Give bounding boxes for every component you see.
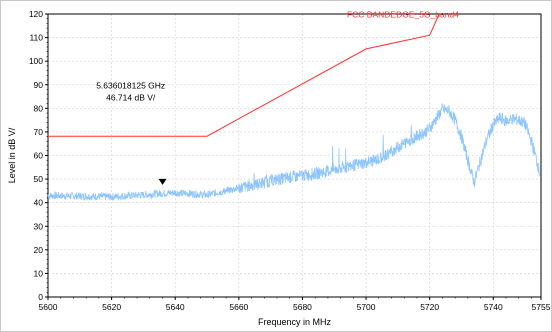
marker-triangle-icon[interactable] — [158, 178, 167, 185]
y-tick-label: 40 — [34, 198, 44, 208]
y-tick-label: 0 — [38, 292, 43, 302]
y-tick-label: 10 — [34, 268, 44, 278]
x-tick-label: 5680 — [293, 302, 312, 312]
measured-trace-line — [47, 102, 541, 202]
limit-layer — [48, 13, 440, 137]
x-tick-label: 5660 — [229, 302, 248, 312]
y-tick-label: 70 — [34, 127, 44, 137]
series-layer — [47, 102, 541, 202]
y-tick-label: 50 — [34, 174, 44, 184]
axis-ticks: 0 10 20 30 40 50 60 70 80 90 100 110 120 5600 5620 5640… — [29, 9, 551, 312]
y-tick-label: 90 — [34, 80, 44, 90]
y-axis-label: Level in dB V/ — [7, 127, 17, 183]
x-axis-label: Frequency in MHz — [258, 317, 332, 327]
y-tick-label: 80 — [34, 103, 44, 113]
limit-line — [48, 13, 440, 137]
y-tick-label: 30 — [34, 221, 44, 231]
marker-frequency-readout: 5.636018125 GHz — [96, 80, 165, 90]
limit-line-label: FCC BANDEDGE_5G_band4 — [347, 9, 459, 19]
marker-level-readout: 46.714 dB V/ — [106, 93, 156, 103]
grid — [48, 14, 541, 297]
y-tick-label: 60 — [34, 151, 44, 161]
x-tick-label: 5740 — [484, 302, 503, 312]
y-tick-label: 100 — [29, 56, 43, 66]
y-tick-label: 20 — [34, 245, 44, 255]
x-tick-label: 5620 — [102, 302, 121, 312]
x-tick-label: 5640 — [166, 302, 185, 312]
x-tick-label: 5755 — [532, 302, 551, 312]
x-tick-label: 5720 — [420, 302, 439, 312]
x-tick-label: 5600 — [39, 302, 58, 312]
y-tick-label: 120 — [29, 9, 43, 19]
y-tick-label: 110 — [29, 33, 43, 43]
x-tick-label: 5700 — [357, 302, 376, 312]
